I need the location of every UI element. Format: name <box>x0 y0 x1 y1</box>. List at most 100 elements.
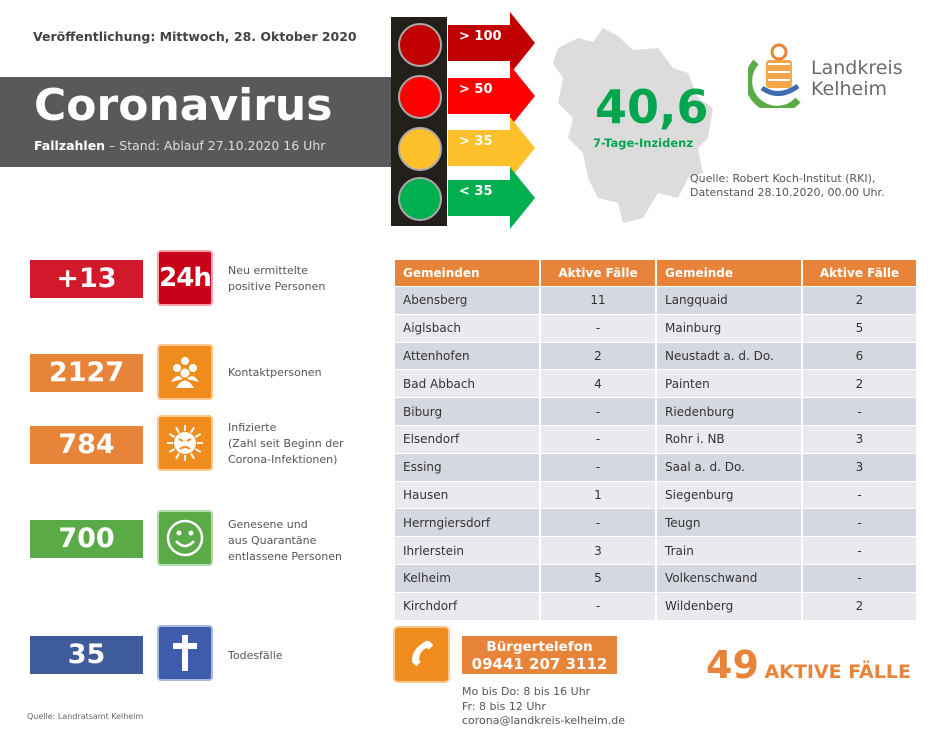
municipality-cell: Essing <box>395 452 539 481</box>
logo-line: Landkreis <box>811 57 903 79</box>
table-row: Ihrlerstein 3 Train - <box>395 536 916 564</box>
active-cases-total: 49 AKTIVE FÄLLE <box>706 643 911 687</box>
24h-text: 24h <box>159 263 212 293</box>
source-line: Quelle: Robert Koch-Institut (RKI), <box>690 172 876 185</box>
publication-date: Veröffentlichung: Mittwoch, 28. Oktober … <box>33 29 357 44</box>
stat-label-line: aus Quarantäne <box>228 534 317 547</box>
stat-label-line: Neu ermittelte <box>228 264 308 277</box>
column-header: Aktive Fälle <box>803 260 916 286</box>
municipality-cell: Abensberg <box>395 286 539 314</box>
municipality-cell: Biburg <box>395 397 539 425</box>
cases-cell: - <box>541 313 655 342</box>
municipality-cell: Langquaid <box>657 286 801 314</box>
cases-cell: - <box>803 508 916 537</box>
stat-value: 700 <box>30 520 143 558</box>
footer-source: Quelle: Landratsamt Kelheim <box>27 712 144 721</box>
cases-cell: - <box>541 452 655 481</box>
threshold-arrow: > 35 <box>448 117 536 179</box>
municipality-cell: Train <box>657 536 801 564</box>
table-row: Hausen 1 Siegenburg - <box>395 480 916 509</box>
landkreis-logo-text: Landkreis Kelheim <box>811 58 903 100</box>
cases-cell: - <box>803 397 916 425</box>
municipality-cell: Wildenberg <box>657 591 801 620</box>
incidence-value: 40,6 <box>595 80 709 134</box>
cases-cell: - <box>541 508 655 537</box>
cases-cell: - <box>541 424 655 453</box>
column-header: Gemeinde <box>657 260 801 286</box>
table-row: Biburg - Riedenburg - <box>395 397 916 425</box>
table-row: Essing - Saal a. d. Do. 3 <box>395 452 916 481</box>
cases-cell: 3 <box>803 452 916 481</box>
cases-cell: 3 <box>541 536 655 564</box>
stat-label: Infizierte (Zahl seit Beginn der Corona-In… <box>228 420 344 468</box>
cases-cell: - <box>541 591 655 620</box>
cases-cell: 11 <box>541 286 655 314</box>
page-title: Coronavirus <box>34 80 333 131</box>
cases-cell: 2 <box>803 369 916 398</box>
hours-weekdays: Mo bis Do: 8 bis 16 Uhr <box>462 685 591 698</box>
active-count: 49 <box>706 643 759 687</box>
stat-label-line: Kontaktpersonen <box>228 366 322 379</box>
cases-cell: 2 <box>803 591 916 620</box>
hotline-box: Bürgertelefon 09441 207 3112 <box>462 636 617 674</box>
table-row: Kelheim 5 Volkenschwand - <box>395 563 916 592</box>
hotline-number[interactable]: 09441 207 3112 <box>471 655 608 673</box>
municipality-cell: Rohr i. NB <box>657 424 801 453</box>
stat-label: Genesene und aus Quarantäne entlassene Per… <box>228 517 342 565</box>
cases-cell: 1 <box>541 480 655 509</box>
municipality-cell: Hausen <box>395 480 539 509</box>
municipality-cell: Mainburg <box>657 313 801 342</box>
cases-cell: 2 <box>803 286 916 314</box>
hotline-title: Bürgertelefon <box>486 639 593 655</box>
24h-icon: 24h <box>157 250 213 306</box>
subtitle-text: – Stand: Ablauf 27.10.2020 16 Uhr <box>105 138 326 153</box>
stat-label-line: positive Personen <box>228 280 326 293</box>
municipality-cell: Elsendorf <box>395 424 539 453</box>
municipality-cell: Painten <box>657 369 801 398</box>
stat-value: 35 <box>30 636 143 674</box>
incidence-source: Quelle: Robert Koch-Institut (RKI), Daten… <box>690 172 885 200</box>
threshold-arrow: > 50 <box>448 65 536 127</box>
active-cases-table: Gemeinden Aktive Fälle Gemeinde Aktive F… <box>393 260 918 620</box>
hotline-email[interactable]: corona@landkreis-kelheim.de <box>462 714 625 727</box>
logo-line: Kelheim <box>811 78 887 100</box>
threshold-label: > 100 <box>459 29 502 44</box>
incidence-label: 7-Tage-Inzidenz <box>593 136 694 150</box>
threshold-label: > 35 <box>459 134 493 149</box>
subtitle-bold: Fallzahlen <box>34 138 106 153</box>
municipality-cell: Saal a. d. Do. <box>657 452 801 481</box>
threshold-arrow: < 35 <box>448 167 536 229</box>
cases-cell: - <box>803 480 916 509</box>
lamp-yellow <box>398 127 442 171</box>
traffic-light <box>391 17 447 226</box>
district-map <box>553 28 713 223</box>
table-row: Abensberg 11 Langquaid 2 <box>395 286 916 314</box>
municipality-cell: Teugn <box>657 508 801 537</box>
column-header: Aktive Fälle <box>541 260 655 286</box>
title-banner <box>0 77 391 167</box>
table-row: Attenhofen 2 Neustadt a. d. Do. 6 <box>395 341 916 370</box>
cases-cell: 4 <box>541 369 655 398</box>
municipality-cell: Riedenburg <box>657 397 801 425</box>
stat-label: Neu ermittelte positive Personen <box>228 263 325 295</box>
table-row: Kirchdorf - Wildenberg 2 <box>395 591 916 620</box>
stat-label: Todesfälle <box>228 648 283 664</box>
table-row: Bad Abbach 4 Painten 2 <box>395 369 916 398</box>
municipality-cell: Neustadt a. d. Do. <box>657 341 801 370</box>
cases-cell: - <box>803 536 916 564</box>
hours-friday: Fr: 8 bis 12 Uhr <box>462 699 546 713</box>
virus-icon <box>157 415 213 471</box>
smiley-icon <box>157 510 213 566</box>
table-row: Herrngiersdorf - Teugn - <box>395 508 916 537</box>
municipality-cell: Volkenschwand <box>657 563 801 592</box>
hotline-hours: Mo bis Do: 8 bis 16 Uhr Fr: 8 bis 12 Uhr… <box>462 685 625 729</box>
table-row: Aiglsbach - Mainburg 5 <box>395 313 916 342</box>
municipality-cell: Bad Abbach <box>395 369 539 398</box>
stat-value: 784 <box>30 426 143 464</box>
stat-label-line: entlassene Personen <box>228 550 343 563</box>
municipality-cell: Attenhofen <box>395 341 539 370</box>
threshold-label: < 35 <box>459 184 493 199</box>
threshold-label: > 50 <box>459 82 493 97</box>
table-row: Elsendorf - Rohr i. NB 3 <box>395 424 916 453</box>
stat-value: 2127 <box>30 354 143 392</box>
